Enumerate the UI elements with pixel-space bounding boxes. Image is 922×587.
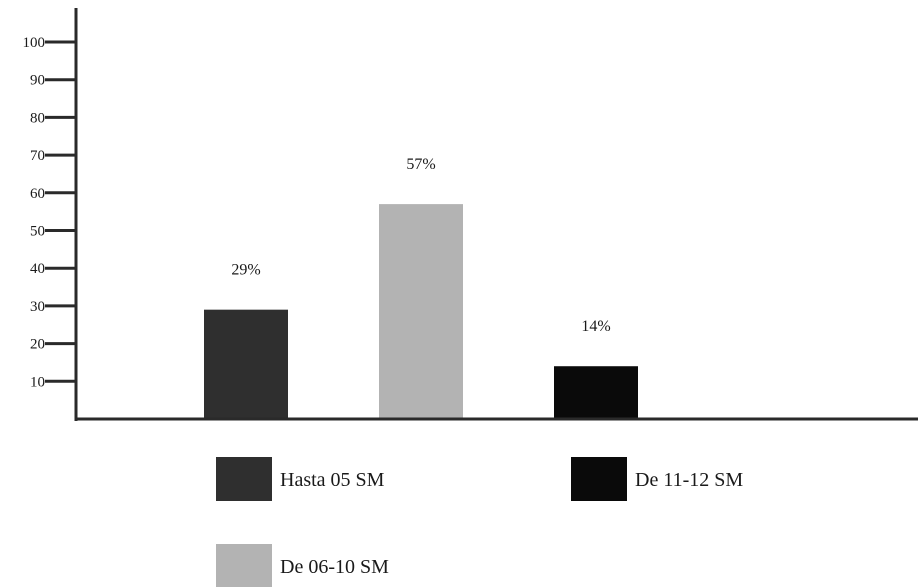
bar-value-label: 29% [231,262,260,279]
y-tick-label: 40 [30,261,45,277]
legend-swatch [571,457,627,501]
legend-label: De 06-10 SM [280,556,389,578]
y-tick-label: 80 [30,110,45,126]
legend-swatch [216,544,272,587]
legend-label: Hasta 05 SM [280,469,385,491]
bar [554,366,638,419]
bar [379,204,463,419]
bar-value-label: 57% [406,156,435,173]
y-tick-label: 50 [30,224,45,240]
legend-swatch [216,457,272,501]
legend: Hasta 05 SM De 06-10 SM De 11-12 SM [216,457,743,587]
bar-value-label: 14% [581,318,610,335]
y-tick-label: 60 [30,186,45,202]
bar [204,309,288,419]
y-tick-label: 70 [30,148,45,164]
bars [204,204,638,419]
y-tick-label: 30 [30,299,45,315]
y-tick-label: 100 [23,35,46,51]
y-tick-label: 90 [30,73,45,89]
legend-label: De 11-12 SM [635,469,743,491]
y-tick-label: 20 [30,337,45,353]
y-axis-ticks: 10 20 30 40 50 60 70 80 90 100 [23,35,76,390]
data-labels: 29% 57% 14% [231,156,610,335]
y-tick-label: 10 [30,374,45,390]
